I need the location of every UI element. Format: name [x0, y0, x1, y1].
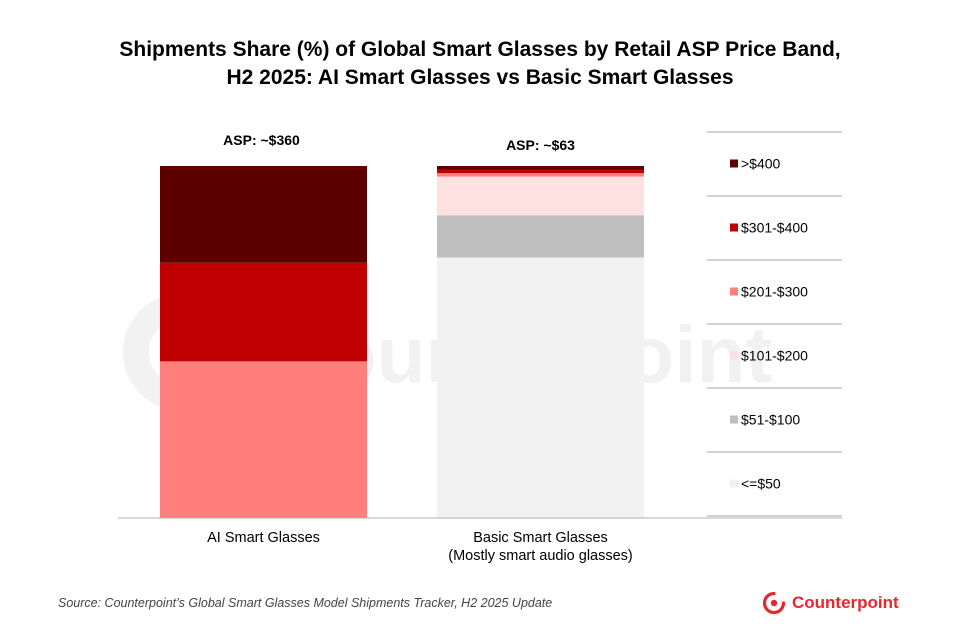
bar-segment-basic-smart-glasses-400: [437, 166, 644, 170]
legend-swatch-51-100: [730, 415, 738, 424]
legend-swatch-301-400: [730, 223, 738, 232]
legend-label-201-300: $201-$300: [741, 284, 808, 300]
legend-swatch-400: [730, 159, 738, 168]
bar-segment-basic-smart-glasses-201-300: [437, 173, 644, 177]
counterpoint-logo: Counterpoint: [762, 589, 899, 617]
bar-segment-ai-smart-glasses-400: [160, 166, 367, 263]
bar-segment-ai-smart-glasses-201-300: [160, 361, 367, 518]
category-label-basic-smart-glasses: Basic Smart Glasses: [473, 530, 608, 546]
counterpoint-logo-icon: [762, 591, 786, 615]
bar-segment-basic-smart-glasses-301-400: [437, 169, 644, 174]
legend-label-400: >$400: [741, 156, 781, 172]
logo-text: Counterpoint: [792, 593, 899, 612]
bar-segment-basic-smart-glasses-101-200: [437, 176, 644, 216]
asp-annotations: ASP: ~$360 ASP: ~$63: [223, 132, 575, 153]
asp-label-ai-smart-glasses: ASP: ~$360: [223, 132, 300, 148]
legend-swatch-50: [730, 479, 738, 488]
legend-label-51-100: $51-$100: [741, 412, 800, 428]
legend: >$400 $301-$400 $201-$300 $101-$200 $51-$100…: [707, 131, 842, 517]
category-sublabel-basic-smart-glasses: (Mostly smart audio glasses): [448, 548, 633, 564]
chart-title-line2: H2 2025: AI Smart Glasses vs Basic Smart…: [226, 66, 734, 89]
chart-title: Shipments Share (%) of Global Smart Glas…: [0, 36, 960, 92]
asp-label-basic-smart-glasses: ASP: ~$63: [506, 137, 575, 153]
category-labels: AI Smart Glasses Basic Smart Glasses (Most…: [207, 530, 633, 564]
legend-swatch-201-300: [730, 287, 738, 296]
category-label-ai-smart-glasses: AI Smart Glasses: [207, 530, 320, 546]
legend-label-101-200: $101-$200: [741, 348, 808, 364]
bar-segment-basic-smart-glasses-50: [437, 257, 644, 518]
bars-group: [160, 166, 644, 518]
legend-swatch-101-200: [730, 351, 738, 360]
chart-title-line1: Shipments Share (%) of Global Smart Glas…: [119, 38, 841, 61]
bar-segment-basic-smart-glasses-51-100: [437, 215, 644, 258]
legend-label-301-400: $301-$400: [741, 220, 808, 236]
legend-label-50: <=$50: [741, 476, 781, 492]
bar-segment-ai-smart-glasses-301-400: [160, 262, 367, 362]
source-note: Source: Counterpoint’s Global Smart Glas…: [58, 596, 553, 610]
